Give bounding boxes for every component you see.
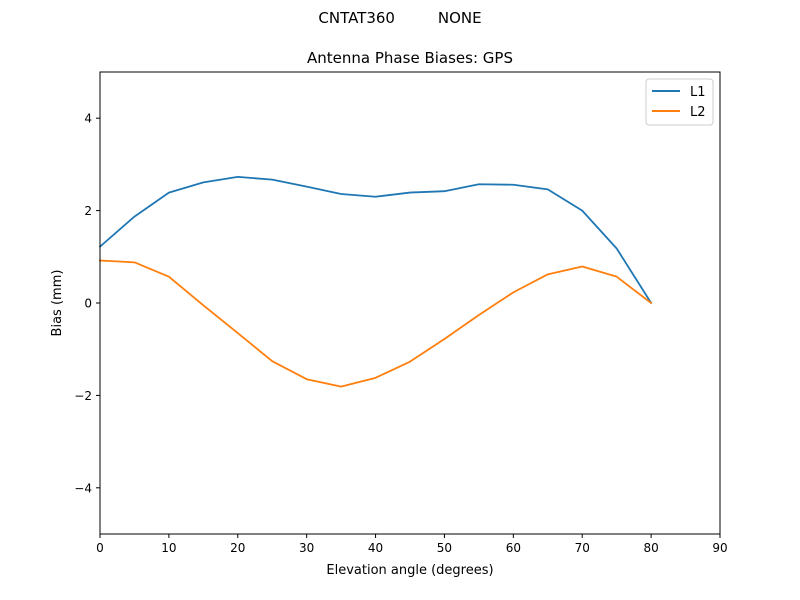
plot-frame [99, 71, 721, 535]
x-tick-label: 80 [643, 541, 658, 555]
x-tick-label: 20 [230, 541, 245, 555]
series-line-l2 [99, 259, 653, 388]
y-tick-label: 0 [84, 297, 92, 311]
x-ticks: 0 10 20 30 40 50 60 70 80 90 [96, 534, 728, 555]
x-tick-label: 0 [96, 541, 104, 555]
legend-label-l2: L2 [690, 105, 706, 120]
y-axis-label: Bias (mm) [50, 270, 65, 337]
x-tick-label: 70 [575, 541, 590, 555]
y-tick-label: 2 [84, 204, 92, 218]
y-tick-label: −2 [74, 389, 92, 403]
y-tick-label: 4 [84, 112, 92, 126]
y-tick-label: −4 [74, 481, 92, 495]
series-layer [98, 175, 653, 388]
x-tick-label: 30 [299, 541, 314, 555]
figure-suptitle: CNTAT360 NONE [318, 9, 482, 27]
x-tick-label: 60 [506, 541, 521, 555]
x-tick-label: 40 [368, 541, 383, 555]
series-line-l1 [98, 175, 653, 305]
chart-title: Antenna Phase Biases: GPS [307, 49, 513, 67]
x-axis-label: Elevation angle (degrees) [326, 563, 493, 578]
x-tick-label: 50 [437, 541, 452, 555]
x-tick-label: 10 [161, 541, 176, 555]
legend-label-l1: L1 [690, 85, 706, 100]
y-ticks: −4 −2 0 2 4 [74, 112, 100, 495]
legend: L1 L2 [645, 78, 714, 126]
x-tick-label: 90 [712, 541, 727, 555]
